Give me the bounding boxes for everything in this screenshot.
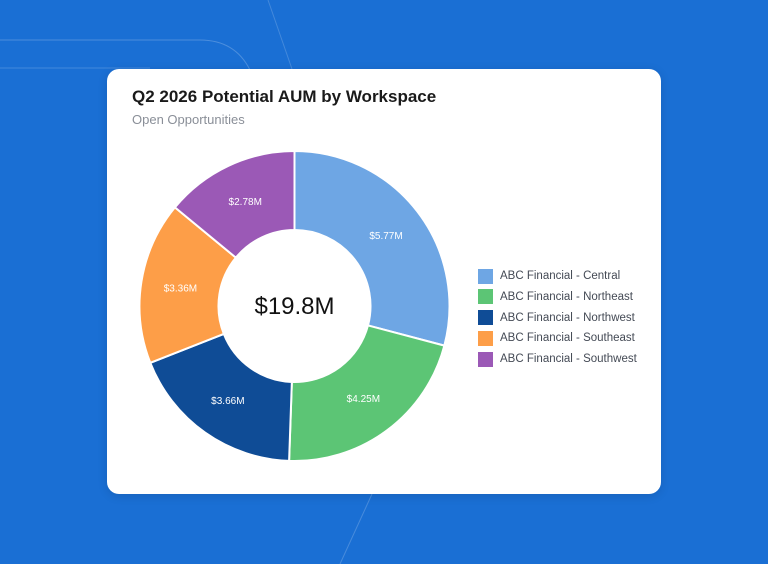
legend-swatch [478,289,493,305]
legend-swatch [478,330,493,346]
chart-legend: ABC Financial - Central ABC Financial - N… [478,268,637,372]
donut-slice-4[interactable] [173,149,296,260]
donut-slice-2[interactable] [149,332,293,462]
legend-label: ABC Financial - Central [500,270,621,282]
legend-label: ABC Financial - Northeast [500,290,633,303]
legend-item-4[interactable]: ABC Financial - Southwest [478,351,637,367]
legend-item-3[interactable]: ABC Financial - Southeast [478,330,637,346]
slice-value-label-0: $5.77M [369,231,402,242]
chart-subtitle: Open Opportunities [132,112,245,127]
legend-item-2[interactable]: ABC Financial - Northwest [478,310,637,326]
center-total-label: $19.8M [254,293,334,320]
chart-card: Q2 2026 Potential AUM by Workspace Open … [107,69,661,494]
legend-item-0[interactable]: ABC Financial - Central [478,268,637,284]
chart-title: Q2 2026 Potential AUM by Workspace [132,87,437,106]
slice-value-label-4: $2.78M [229,197,262,208]
legend-label: ABC Financial - Northwest [500,311,635,324]
legend-item-1[interactable]: ABC Financial - Northeast [478,289,637,305]
legend-swatch [478,268,493,284]
legend-swatch [478,310,493,326]
donut-slice-1[interactable] [288,324,446,462]
donut-chart: $5.77M $4.25M $3.66M $3.36M $2.78M $19.8M [138,149,451,462]
slice-value-label-2: $3.66M [211,396,244,407]
slice-value-label-1: $4.25M [347,394,380,405]
legend-label: ABC Financial - Southeast [500,332,635,345]
slice-value-label-3: $3.36M [164,283,197,294]
donut-slice-0[interactable] [293,149,451,347]
legend-swatch [478,351,493,367]
legend-label: ABC Financial - Southwest [500,353,637,366]
